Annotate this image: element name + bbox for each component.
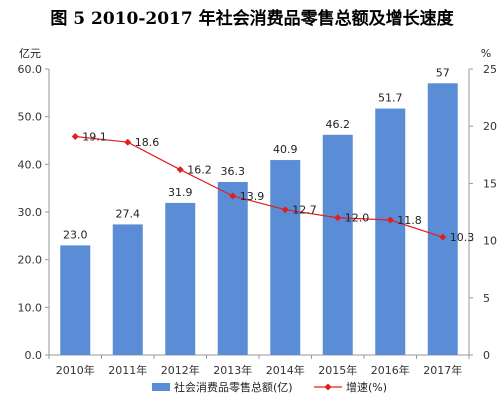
line-point [124, 138, 132, 146]
data-labels: 23.0 27.4 31.9 36.3 40.9 46.2 51.7 57 19.1 18.6 16… [63, 66, 474, 244]
bar-value-label: 57 [436, 66, 450, 79]
right-tick-label: 0 [483, 349, 490, 362]
legend-bar-swatch [152, 383, 170, 391]
x-tick-label: 2015年 [318, 363, 357, 377]
bar [270, 160, 301, 355]
left-tick-label: 50.0 [18, 111, 43, 124]
x-tick-label: 2016年 [371, 363, 410, 377]
axes: 0.0 10.0 20.0 30.0 40.0 50.0 60.0 0 5 10 15 20 25 201… [18, 47, 498, 377]
left-tick-label: 0.0 [25, 349, 43, 362]
line-value-label: 12.0 [345, 212, 370, 225]
left-axis-unit: 亿元 [19, 47, 41, 60]
line-value-label: 13.9 [240, 190, 265, 203]
right-axis-unit: % [481, 47, 491, 60]
x-tick-label: 2013年 [213, 363, 252, 377]
bar-value-label: 40.9 [273, 143, 298, 156]
right-tick-label: 10 [483, 235, 497, 248]
line-value-label: 12.7 [292, 204, 317, 217]
bar [427, 83, 458, 356]
line-point [386, 216, 394, 224]
bar-value-label: 46.2 [326, 118, 351, 131]
bar-series [60, 83, 458, 356]
line-point [176, 166, 184, 174]
left-tick-label: 40.0 [18, 158, 43, 171]
line-point [71, 132, 79, 140]
chart-title: 图 5 2010-2017 年社会消费品零售总额及增长速度 [50, 9, 454, 29]
x-tick-label: 2011年 [108, 363, 147, 377]
bar [375, 108, 406, 356]
bar [112, 224, 143, 355]
line-point [229, 192, 237, 200]
left-tick-label: 10.0 [18, 301, 43, 314]
line-value-label: 19.1 [82, 130, 107, 143]
right-tick-label: 20 [483, 120, 497, 133]
line-value-label: 18.6 [135, 136, 160, 149]
bar-value-label: 31.9 [168, 186, 193, 199]
bar [165, 202, 196, 355]
bar [322, 134, 353, 355]
right-tick-label: 5 [483, 292, 490, 305]
bar [217, 181, 248, 355]
legend-line-label: 增速(%) [346, 380, 387, 394]
x-tick-label: 2014年 [266, 363, 305, 377]
line-point [281, 206, 289, 214]
x-tick-label: 2017年 [423, 363, 462, 377]
legend-bar-label: 社会消费品零售总额(亿) [174, 380, 293, 394]
bar-value-label: 51.7 [378, 92, 403, 105]
line-point [334, 214, 342, 222]
growth-line [75, 135, 443, 238]
line-value-label: 10.3 [450, 231, 475, 244]
line-value-label: 16.2 [187, 164, 212, 177]
bar [60, 245, 91, 355]
legend: 社会消费品零售总额(亿) 增速(%) [152, 380, 387, 394]
line-point [439, 233, 447, 241]
x-tick-label: 2010年 [56, 363, 95, 377]
right-tick-label: 25 [483, 63, 497, 76]
left-tick-label: 60.0 [18, 63, 43, 76]
bar-value-label: 23.0 [63, 228, 88, 241]
bar-value-label: 36.3 [221, 165, 246, 178]
line-value-label: 11.8 [397, 214, 422, 227]
left-tick-label: 30.0 [18, 206, 43, 219]
line-series [71, 132, 447, 241]
x-tick-label: 2012年 [161, 363, 200, 377]
left-tick-label: 20.0 [18, 254, 43, 267]
bar-value-label: 27.4 [116, 207, 141, 220]
legend-line-marker [324, 383, 332, 391]
right-tick-label: 15 [483, 177, 497, 190]
